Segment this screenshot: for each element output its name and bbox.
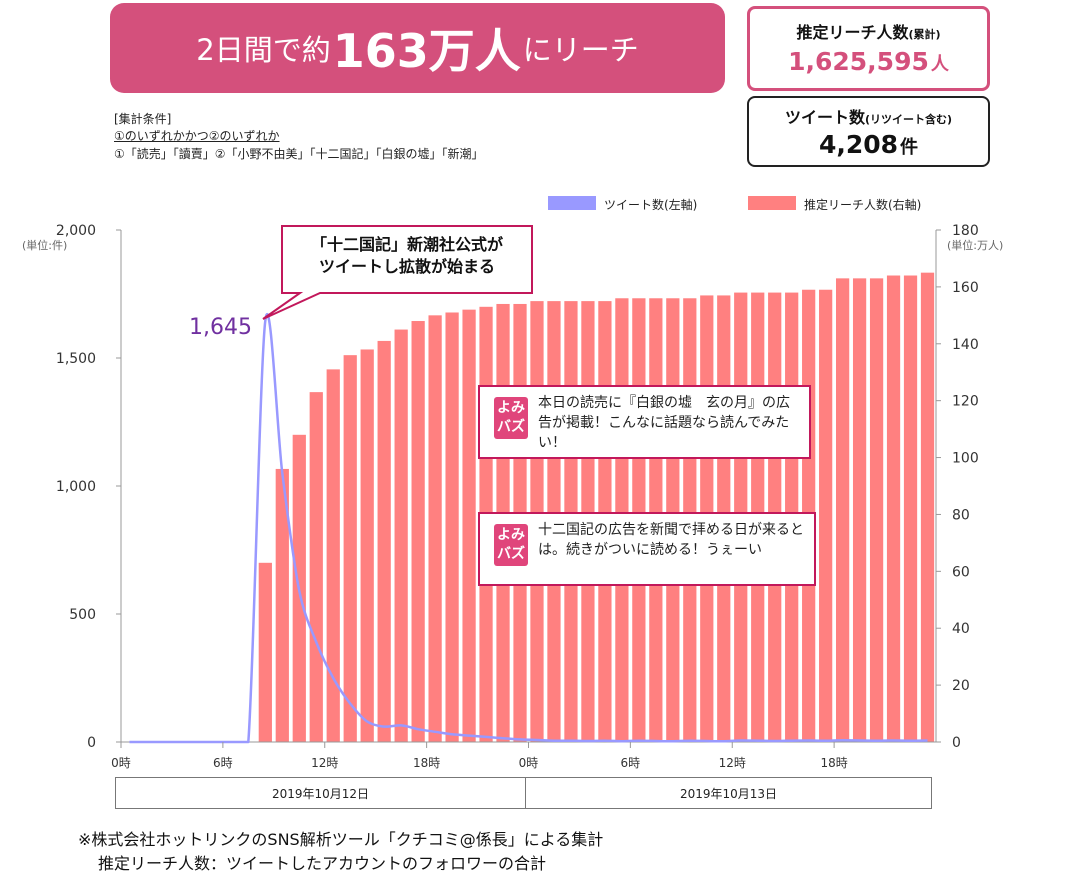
left-axis-ticks: 0 500 1,000 1,500 2,000 [56,223,121,751]
reach-unit: 人 [930,54,949,75]
callout-bubble [262,225,533,320]
left-tick-label: 2,000 [56,223,96,239]
right-axis-unit: (単位:万人) [947,238,1003,252]
left-tick-label: 0 [87,735,96,751]
comment-text: 本日の読売に『白銀の墟 玄の月』の広告が掲載！こんなに話題なら読んでみたい！ [538,395,790,451]
right-tick-label: 40 [952,621,970,637]
tweet-comment-2: よみ バズ 十二国記の広告を新聞で拝める日が来るとは。続きがついに読める！うぇー… [478,512,816,586]
yomibuzz-badge: よみ バズ [494,524,528,566]
tweet-value: 4,208 [818,130,899,159]
reach-bar [920,272,935,742]
right-tick-label: 100 [952,451,979,467]
x-tick-label: 18時 [820,756,847,770]
legend-tweets-label: ツイート数(左軸) [604,198,698,212]
badge-line-1: よみ [497,400,525,416]
headline-banner: 2日間で約 163万人 にリーチ [110,3,725,93]
reach-bar [326,369,340,742]
reach-bars [258,272,935,742]
footnote-source: ※株式会社ホットリンクのSNS解析ツール「クチコミ@係長」による集計 [78,830,604,849]
x-tick-label: 6時 [621,756,641,770]
legend-reach-swatch [748,196,796,210]
right-tick-label: 60 [952,564,970,580]
right-axis-ticks: 0 20 40 60 80 100 120 140 160 180 [936,223,979,751]
reach-label: 推定リーチ人数 [796,23,909,42]
right-tick-label: 120 [952,394,979,410]
peak-value-label: 1,645 [189,315,252,340]
right-tick-label: 160 [952,280,979,296]
tweet-label-note: (リツイート含む) [864,113,953,126]
reach-bar [258,562,272,742]
badge-line-1: よみ [497,527,525,543]
reach-bar [869,278,884,742]
right-tick-label: 80 [952,507,970,523]
right-tick-label: 20 [952,678,970,694]
reach-bar [819,289,833,742]
right-tick-label: 0 [952,735,961,751]
headline-suffix: にリーチ [522,33,639,67]
reach-label-row: 推定リーチ人数(累計) [750,19,987,43]
left-axis-unit: (単位:件) [22,238,67,252]
reach-bar [886,275,901,742]
reach-bar [852,278,867,742]
comment-text: 十二国記の広告を新聞で拝める日が来るとは。続きがついに読める！うぇーい [538,522,804,558]
tweet-summary-box: ツイート数(リツイート含む) 4,208 件 [747,96,990,167]
reach-label-note: (累計) [908,28,941,41]
headline-prefix: 2日間で約 [196,33,331,67]
right-tick-label: 140 [952,337,979,353]
conditions-keywords: ①「読売」「讀賣」②「小野不由美」「十二国記」「白銀の墟」「新潮」 [114,147,484,161]
headline-number: 163万人 [332,24,521,78]
reach-bar [394,329,408,742]
reach-value-row: 1,625,595 人 [750,47,987,76]
x-tick-label: 0時 [519,756,539,770]
reach-bar [428,315,442,742]
conditions-title: [集計条件] [114,112,172,126]
legend-tweets-swatch [548,196,596,210]
tweet-label: ツイート数 [784,108,865,127]
reach-bar [411,321,425,742]
reach-bar [903,275,918,742]
reach-bar [377,340,391,742]
x-axis-ticks: 0時 6時 12時 18時 0時 6時 12時 18時 [111,742,848,770]
reach-bar [445,312,459,742]
date-day-2: 2019年10月13日 [525,777,932,809]
left-tick-label: 1,500 [56,351,96,367]
reach-bar [462,309,476,742]
x-tick-label: 6時 [213,756,233,770]
tweet-value-row: 4,208 件 [749,130,988,159]
tweet-unit: 件 [900,137,919,158]
footnote-definition: 推定リーチ人数：ツイートしたアカウントのフォロワーの合計 [98,854,547,873]
badge-line-2: バズ [497,546,525,562]
left-tick-label: 1,000 [56,479,96,495]
tweet-comment-1: よみ バズ 本日の読売に『白銀の墟 玄の月』の広告が掲載！こんなに話題なら読んで… [478,385,811,459]
badge-line-2: バズ [497,419,525,435]
reach-bar [343,355,357,742]
legend-reach-label: 推定リーチ人数(右軸) [804,198,922,212]
date-day-1: 2019年10月12日 [115,777,526,809]
x-tick-label: 0時 [111,756,131,770]
reach-bar [835,278,850,742]
yomibuzz-badge: よみ バズ [494,397,528,439]
x-tick-label: 12時 [311,756,338,770]
x-tick-label: 18時 [413,756,440,770]
conditions-rule: ①のいずれかかつ②のいずれか [114,129,280,143]
tweet-label-row: ツイート数(リツイート含む) [749,104,988,128]
reach-value: 1,625,595 [788,47,929,76]
reach-bar [309,392,323,742]
left-tick-label: 500 [69,607,96,623]
callout-line-2: ツイートし拡散が始まる [318,257,495,276]
tweet-line [129,312,928,744]
callout-line-1: 「十二国記」新潮社公式が [310,235,503,254]
reach-bar [275,468,289,742]
x-tick-label: 12時 [719,756,746,770]
reach-summary-box: 推定リーチ人数(累計) 1,625,595 人 [747,6,990,91]
reach-bar [360,349,374,742]
callout-text: 「十二国記」新潮社公式が ツイートし拡散が始まる [284,234,530,278]
right-tick-label: 180 [952,223,979,239]
